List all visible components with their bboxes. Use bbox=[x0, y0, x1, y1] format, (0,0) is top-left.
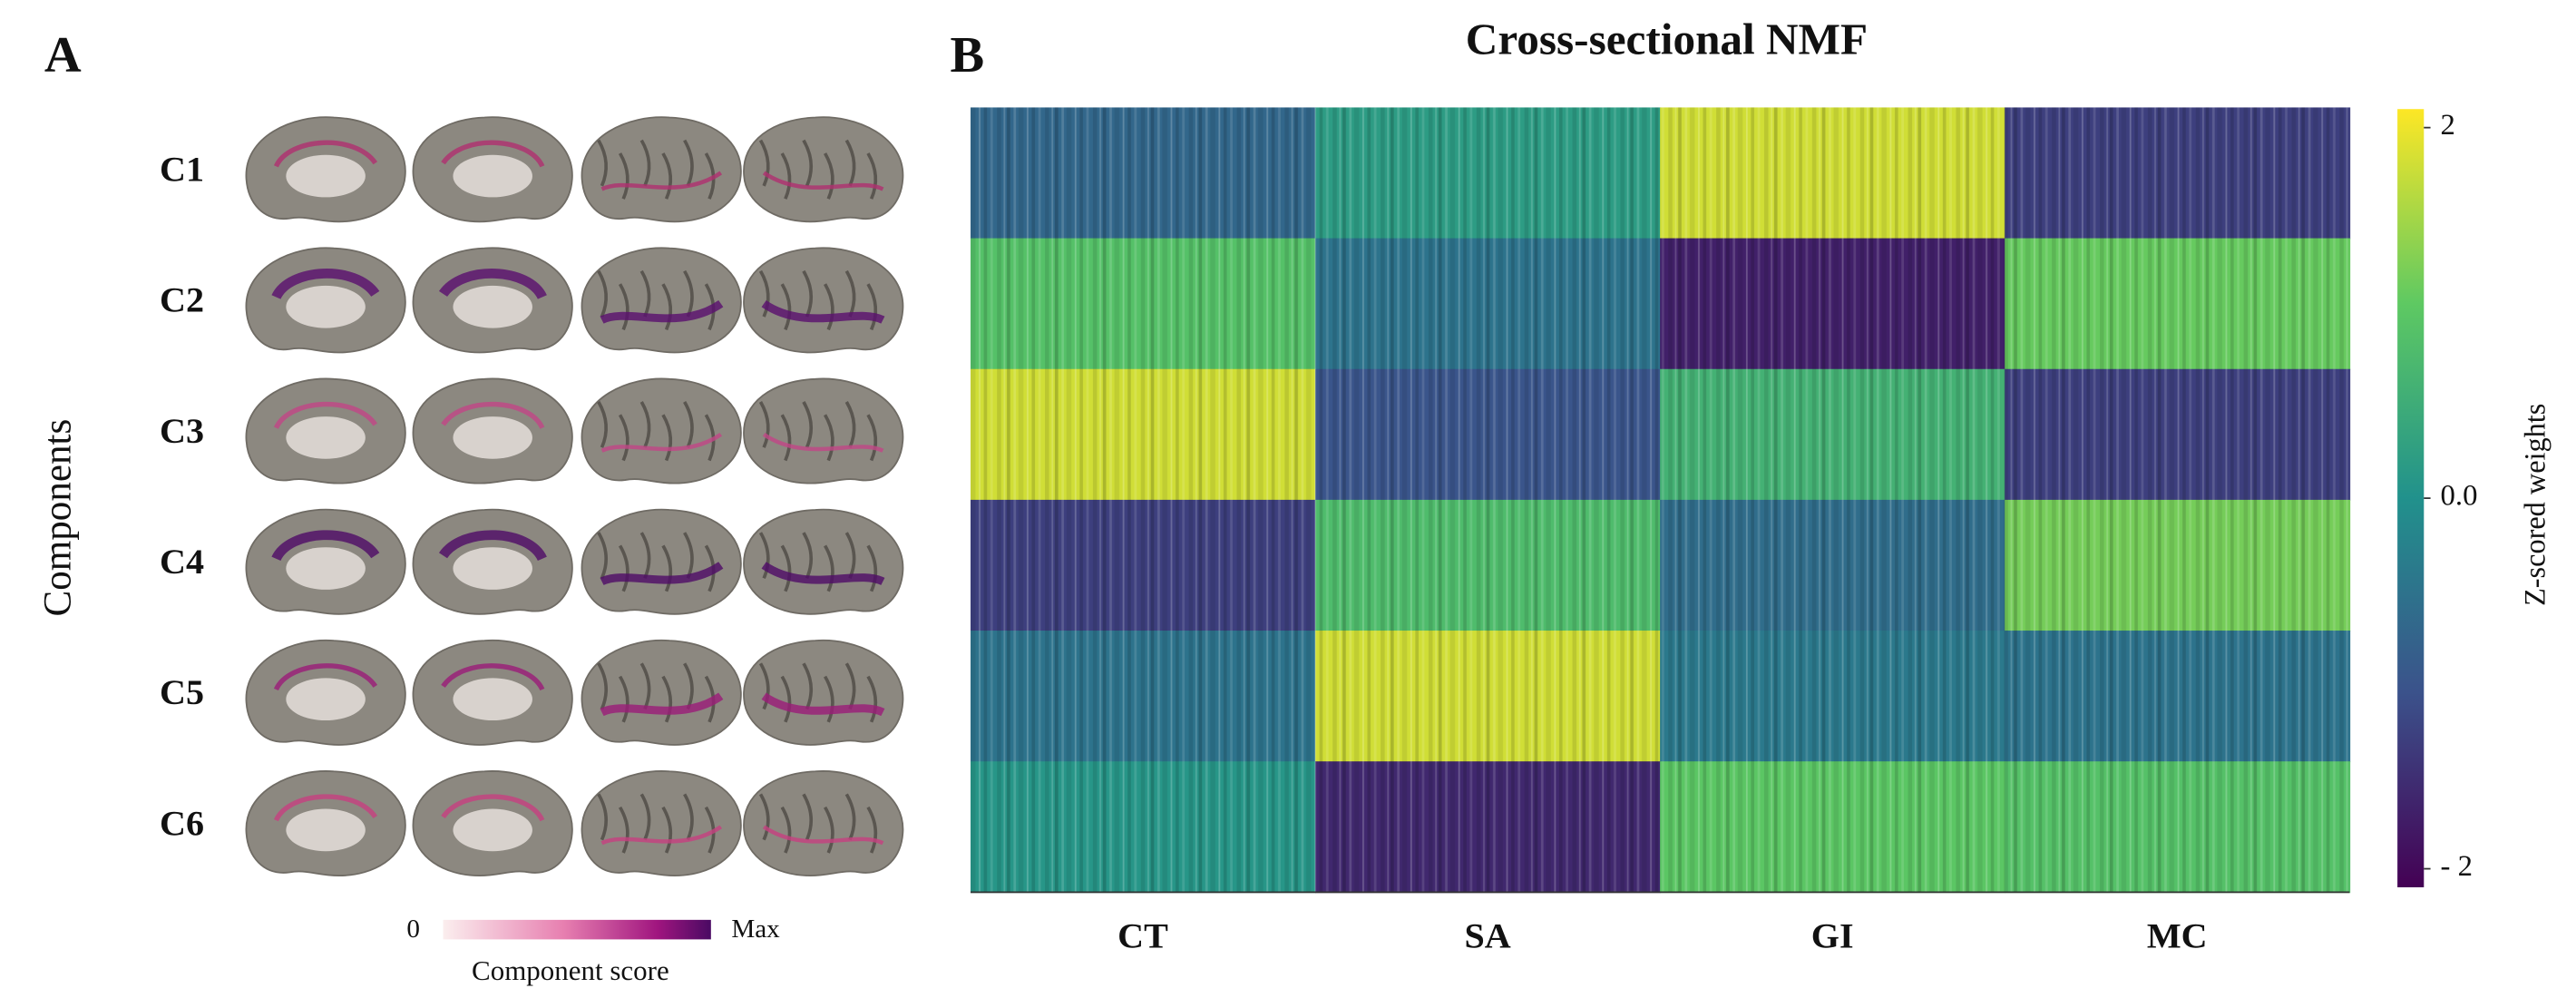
brain bbox=[413, 248, 571, 352]
brain bbox=[744, 771, 903, 876]
medial-wall bbox=[453, 155, 532, 198]
row-label: C6 bbox=[160, 804, 204, 844]
colorbar-tick-label: 2 bbox=[2441, 109, 2455, 142]
brain bbox=[581, 641, 740, 745]
panel-label: A bbox=[44, 28, 82, 84]
brain bbox=[413, 641, 571, 745]
row-label: C2 bbox=[160, 280, 204, 320]
medial-wall bbox=[286, 286, 365, 328]
row-label: C3 bbox=[160, 411, 204, 451]
brain bbox=[246, 248, 405, 352]
colorbar-tick-label: 0.0 bbox=[2441, 480, 2478, 513]
brain bbox=[581, 117, 740, 221]
colorbar-title: Component score bbox=[472, 955, 669, 986]
brain bbox=[744, 510, 903, 614]
medial-wall bbox=[286, 547, 365, 590]
score-colorbar bbox=[444, 920, 711, 940]
brain-renderings bbox=[246, 117, 903, 876]
brain bbox=[581, 510, 740, 614]
medial-wall bbox=[453, 286, 532, 328]
x-tick-label: MC bbox=[2147, 916, 2208, 956]
brain bbox=[413, 771, 571, 876]
medial-wall bbox=[286, 678, 365, 720]
brain bbox=[744, 248, 903, 352]
brain bbox=[744, 641, 903, 745]
brain bbox=[246, 378, 405, 483]
brain bbox=[581, 248, 740, 352]
colorbar-max: Max bbox=[731, 915, 780, 944]
medial-wall bbox=[453, 809, 532, 852]
cell-texture bbox=[971, 107, 2349, 892]
colorbar-tick-label: - 2 bbox=[2441, 850, 2474, 883]
brain bbox=[246, 510, 405, 614]
medial-wall bbox=[286, 155, 365, 198]
brain bbox=[744, 117, 903, 221]
row-label: C5 bbox=[160, 672, 204, 712]
medial-wall bbox=[286, 809, 365, 852]
brain bbox=[246, 117, 405, 221]
x-tick-label: CT bbox=[1117, 916, 1168, 956]
brain bbox=[581, 771, 740, 876]
brain bbox=[413, 510, 571, 614]
medial-wall bbox=[453, 547, 532, 590]
x-tick-label: SA bbox=[1464, 916, 1511, 956]
medial-wall bbox=[453, 416, 532, 459]
brain bbox=[413, 117, 571, 221]
medial-wall bbox=[286, 416, 365, 459]
brain bbox=[581, 378, 740, 483]
row-label: C4 bbox=[160, 542, 204, 582]
brain bbox=[246, 771, 405, 876]
colorbar-min: 0 bbox=[406, 915, 420, 944]
row-label: C1 bbox=[160, 150, 204, 190]
panel-label: B bbox=[951, 28, 985, 84]
brain bbox=[246, 641, 405, 745]
chart-title: Cross-sectional NMF bbox=[1466, 15, 1868, 64]
x-tick-label: GI bbox=[1811, 916, 1854, 956]
colorbar bbox=[2397, 109, 2424, 887]
colorbar-label: Z-scored weights bbox=[2519, 404, 2552, 606]
y-axis-label: Components bbox=[35, 419, 79, 617]
brain bbox=[413, 378, 571, 483]
brain bbox=[744, 378, 903, 483]
medial-wall bbox=[453, 678, 532, 720]
figure: A B Cross-sectional NMF Components 0 Max… bbox=[0, 0, 2576, 998]
